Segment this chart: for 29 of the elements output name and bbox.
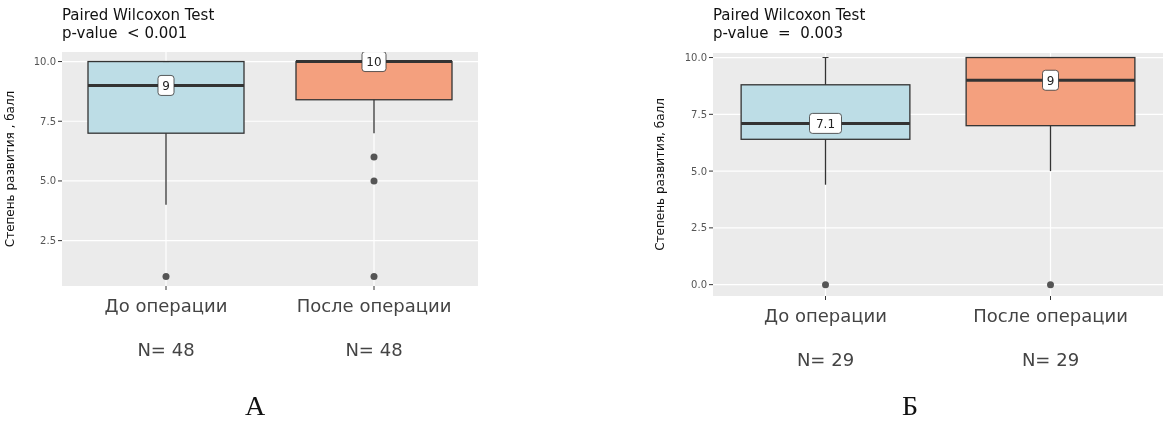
- text: А: [243, 390, 267, 422]
- text: N= 48: [137, 339, 195, 360]
- y-tick-label: 10.0: [684, 52, 707, 64]
- annotation: 10: [366, 55, 382, 70]
- text: Б: [900, 390, 920, 422]
- y-tick-label: 5.0: [40, 175, 56, 187]
- annotation: 9: [162, 78, 170, 93]
- annotation: 7.1: [815, 116, 836, 131]
- chart-title: Paired Wilcoxon Test: [62, 6, 215, 24]
- chart-subtitle: p-value = 0.003: [713, 24, 845, 42]
- x-tick-label: До операции: [764, 305, 887, 326]
- y-tick-label: 2.5: [40, 235, 56, 247]
- chart-title: Paired Wilcoxon Test: [713, 6, 866, 24]
- y-tick-label: 2.5: [691, 222, 707, 234]
- y-axis-title: Степень развития, балл: [653, 98, 668, 251]
- annotation: 9: [1046, 73, 1055, 88]
- y-tick-label: 7.5: [691, 108, 707, 120]
- chart-subtitle: p-value < 0.001: [62, 24, 189, 42]
- y-tick-label: 7.5: [40, 115, 56, 127]
- x-tick-label: После операции: [296, 295, 452, 316]
- y-axis-title: Степень развития , балл: [3, 90, 18, 248]
- x-tick-label: До операции: [104, 295, 228, 316]
- y-tick-label: 0.0: [691, 279, 707, 291]
- text: N= 29: [796, 349, 855, 370]
- text: N= 29: [1021, 349, 1080, 370]
- x-tick-label: После операции: [973, 305, 1128, 326]
- text: N= 48: [345, 339, 403, 360]
- y-tick-label: 5.0: [691, 165, 707, 177]
- y-tick-label: 10.0: [33, 56, 56, 68]
